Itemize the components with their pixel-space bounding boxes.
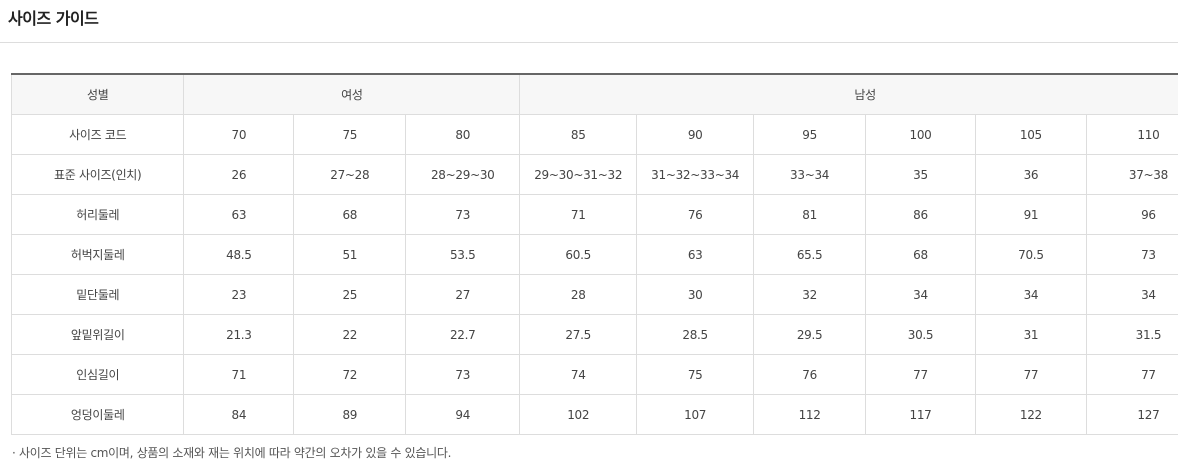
table-cell: 100	[865, 114, 976, 155]
table-cell: 85	[519, 114, 638, 155]
table-row: 인심길이 71 72 73 74 75 76 77 77 77	[10, 354, 1178, 395]
table-cell: 34	[974, 274, 1087, 315]
table-cell: 48.5	[183, 234, 295, 275]
women-header: 여성	[183, 73, 521, 115]
table-cell: 65.5	[753, 234, 867, 275]
table-cell: 68	[865, 234, 976, 275]
table-cell: 22.7	[405, 314, 521, 355]
table-row: 허리둘레 63 68 73 71 76 81 86 91 96	[10, 194, 1178, 235]
page-title: 사이즈 가이드	[8, 9, 99, 28]
table-cell: 70	[183, 114, 295, 155]
row-label: 표준 사이즈(인치)	[10, 154, 185, 195]
table-cell: 105	[974, 114, 1087, 155]
row-label: 인심길이	[10, 354, 185, 395]
table-cell: 27	[405, 274, 521, 315]
table-cell: 53.5	[405, 234, 521, 275]
table-cell: 21.3	[183, 314, 295, 355]
table-cell: 32	[753, 274, 867, 315]
title-divider	[0, 42, 1178, 43]
table-cell: 84	[183, 394, 295, 435]
table-cell: 30	[636, 274, 755, 315]
table-cell: 73	[405, 354, 521, 395]
table-cell: 30.5	[865, 314, 976, 355]
table-cell: 63	[636, 234, 755, 275]
table-cell: 28.5	[636, 314, 755, 355]
table-cell: 73	[1085, 234, 1178, 275]
table-row: 앞밑위길이 21.3 22 22.7 27.5 28.5 29.5 30.5 31 31.5	[10, 314, 1178, 355]
row-label: 앞밑위길이	[10, 314, 185, 355]
table-cell: 77	[1085, 354, 1178, 395]
table-cell: 74	[519, 354, 638, 395]
row-label: 허리둘레	[10, 194, 185, 235]
table-cell: 51	[293, 234, 407, 275]
table-cell: 71	[519, 194, 638, 235]
table-cell: 29~30~31~32	[519, 154, 638, 195]
table-cell: 71	[183, 354, 295, 395]
table-cell: 77	[865, 354, 976, 395]
table-cell: 77	[974, 354, 1087, 395]
table-cell: 112	[753, 394, 867, 435]
table-cell: 28	[519, 274, 638, 315]
table-cell: 70.5	[974, 234, 1087, 275]
table-row: 사이즈 코드 70 75 80 85 90 95 100 105 110	[10, 114, 1178, 155]
row-label: 밑단둘레	[10, 274, 185, 315]
table-cell: 26	[183, 154, 295, 195]
table-cell: 96	[1085, 194, 1178, 235]
table-cell: 91	[974, 194, 1087, 235]
table-cell: 31	[974, 314, 1087, 355]
table-cell: 25	[293, 274, 407, 315]
gender-label: 성별	[10, 73, 185, 115]
table-cell: 86	[865, 194, 976, 235]
table-cell: 22	[293, 314, 407, 355]
table-row: 엉덩이둘레 84 89 94 102 107 112 117 122 127	[10, 394, 1178, 435]
table-cell: 110	[1085, 114, 1178, 155]
table-cell: 68	[293, 194, 407, 235]
men-header: 남성	[519, 73, 1178, 115]
table-cell: 102	[519, 394, 638, 435]
table-cell: 37~38	[1085, 154, 1178, 195]
size-note: · 사이즈 단위는 cm이며, 상품의 소재와 재는 위치에 따라 약간의 오차…	[12, 446, 452, 460]
row-label: 사이즈 코드	[10, 114, 185, 155]
table-cell: 80	[405, 114, 521, 155]
table-cell: 34	[865, 274, 976, 315]
table-cell: 34	[1085, 274, 1178, 315]
table-cell: 117	[865, 394, 976, 435]
table-cell: 29.5	[753, 314, 867, 355]
table-cell: 75	[636, 354, 755, 395]
table-cell: 73	[405, 194, 521, 235]
table-cell: 75	[293, 114, 407, 155]
row-label: 허벅지둘레	[10, 234, 185, 275]
table-cell: 27~28	[293, 154, 407, 195]
size-guide-table: 성별 여성 남성 사이즈 코드 70 75 80 85 90 95 100 105 110 표준 사…	[10, 73, 1178, 435]
table-cell: 95	[753, 114, 867, 155]
table-cell: 76	[753, 354, 867, 395]
table-cell: 107	[636, 394, 755, 435]
table-cell: 89	[293, 394, 407, 435]
table-cell: 72	[293, 354, 407, 395]
table-cell: 31~32~33~34	[636, 154, 755, 195]
table-cell: 35	[865, 154, 976, 195]
table-row: 허벅지둘레 48.5 51 53.5 60.5 63 65.5 68 70.5 73	[10, 234, 1178, 275]
table-cell: 60.5	[519, 234, 638, 275]
table-cell: 36	[974, 154, 1087, 195]
table-row: 표준 사이즈(인치) 26 27~28 28~29~30 29~30~31~32 31~3…	[10, 154, 1178, 195]
table-row: 밑단둘레 23 25 27 28 30 32 34 34 34	[10, 274, 1178, 315]
table-cell: 127	[1085, 394, 1178, 435]
table-cell: 94	[405, 394, 521, 435]
table-cell: 63	[183, 194, 295, 235]
table-cell: 81	[753, 194, 867, 235]
table-cell: 31.5	[1085, 314, 1178, 355]
gender-header-row: 성별 여성 남성	[10, 73, 1178, 115]
table-cell: 90	[636, 114, 755, 155]
table-cell: 23	[183, 274, 295, 315]
table-cell: 28~29~30	[405, 154, 521, 195]
row-label: 엉덩이둘레	[10, 394, 185, 435]
table-cell: 76	[636, 194, 755, 235]
table-cell: 33~34	[753, 154, 867, 195]
table-cell: 122	[974, 394, 1087, 435]
table-cell: 27.5	[519, 314, 638, 355]
